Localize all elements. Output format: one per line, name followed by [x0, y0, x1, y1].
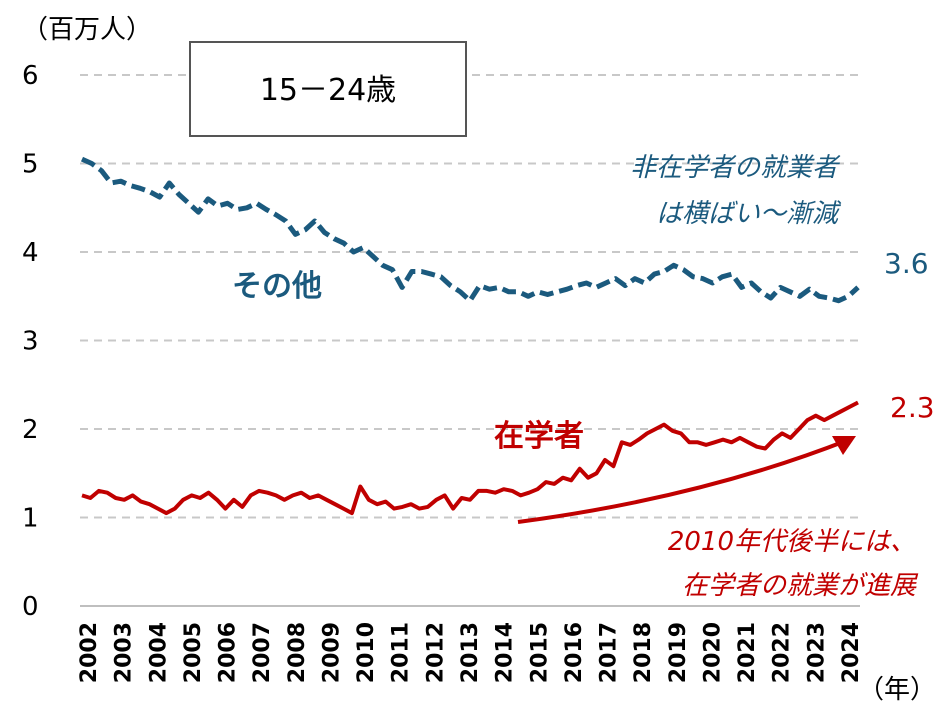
y-axis-ticks: 0 1 2 3 4 5 6: [22, 61, 39, 622]
chart-title: 15－24歳: [260, 73, 396, 108]
red-note-line1: 2010年代後半には、: [668, 527, 916, 557]
x-tick-label: 2014: [493, 622, 518, 683]
y-axis-label: （百万人）: [22, 15, 152, 45]
series-line-student: [81, 400, 859, 516]
trend-arrowhead: [832, 436, 856, 455]
end-value-student: 2.3: [890, 391, 935, 424]
series-label-student: 在学者: [494, 419, 584, 454]
x-tick-label: 2007: [250, 622, 275, 683]
y-tick-label: 5: [22, 150, 39, 180]
x-tick-label: 2021: [735, 622, 760, 683]
y-tick-label: 0: [22, 592, 39, 622]
x-tick-label: 2002: [77, 622, 102, 683]
x-tick-label: 2009: [319, 622, 344, 683]
series-line-other: [80, 156, 860, 304]
y-tick-label: 2: [22, 415, 39, 445]
x-tick-label: 2019: [666, 622, 691, 683]
x-tick-label: 2013: [458, 622, 483, 683]
x-tick-label: 2016: [562, 622, 587, 683]
series-label-other: その他: [232, 269, 322, 304]
x-tick-label: 2008: [285, 622, 310, 683]
y-tick-label: 3: [22, 327, 39, 357]
x-tick-label: 2015: [527, 622, 552, 683]
y-tick-label: 6: [22, 61, 39, 91]
x-tick-label: 2017: [597, 622, 622, 683]
trend-arrow: [517, 438, 849, 524]
x-tick-label: 2012: [423, 622, 448, 683]
blue-note-line1: 非在学者の就業者: [630, 153, 841, 183]
x-tick-label: 2018: [631, 622, 656, 683]
x-tick-label: 2005: [181, 622, 206, 683]
x-tick-label: 2020: [700, 622, 725, 683]
y-tick-label: 4: [22, 238, 39, 268]
x-tick-label: 2024: [839, 622, 864, 683]
x-axis-ticks: 2002 2003 2004 2005 2006 2007 2008 2009 2010 2011…: [77, 622, 864, 683]
x-tick-label: 2011: [389, 622, 414, 683]
series-group: [80, 156, 860, 516]
y-tick-label: 1: [22, 504, 39, 534]
red-note-line2: 在学者の就業が進展: [682, 571, 919, 601]
x-tick-label: 2006: [216, 622, 241, 683]
x-tick-label: 2010: [354, 622, 379, 683]
x-tick-label: 2022: [770, 622, 795, 683]
x-tick-label: 2023: [804, 622, 829, 683]
x-tick-label: 2004: [146, 622, 171, 683]
x-tick-label: 2003: [112, 622, 137, 683]
end-value-other: 3.6: [884, 247, 929, 280]
x-axis-unit: （年）: [858, 675, 936, 705]
blue-note-line2: は横ばい～漸減: [656, 199, 842, 229]
title-box: [189, 41, 467, 137]
